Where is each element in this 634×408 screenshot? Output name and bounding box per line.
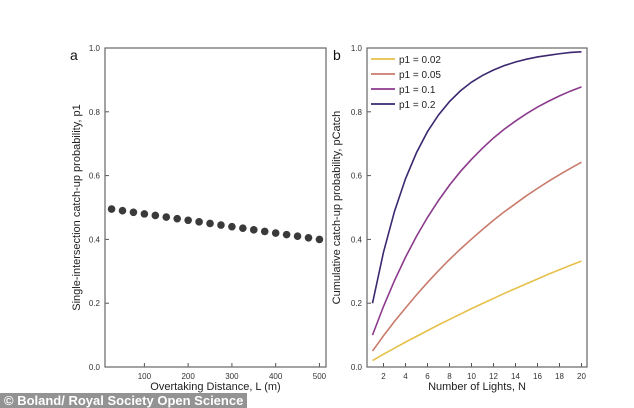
- panel-label-a: a: [70, 47, 78, 63]
- plot-frame: [104, 47, 327, 368]
- y-tick-label: 1.0: [351, 44, 363, 53]
- data-point: [129, 208, 138, 217]
- x-tick-label: 20: [577, 372, 586, 381]
- x-tick-label: 200: [181, 372, 195, 381]
- data-point: [162, 213, 171, 221]
- y-tick-label: 0.8: [351, 108, 363, 117]
- series-line-1: [371, 161, 582, 352]
- y-tick-label: 0.4: [89, 235, 101, 244]
- series-line-0: [372, 260, 582, 362]
- y-tick-label: 0.6: [89, 172, 101, 181]
- x-tick-label: 10: [467, 372, 476, 381]
- y-tick-label: 0.0: [89, 363, 101, 372]
- data-point: [173, 214, 182, 223]
- data-point: [195, 218, 203, 226]
- y-tick-label: 0.8: [89, 108, 101, 117]
- series-line-3: [371, 51, 582, 304]
- plot-frame: [366, 47, 588, 368]
- panel-label-b: b: [333, 47, 341, 63]
- legend-label-1: p1 = 0.05: [399, 70, 441, 81]
- x-tick-label: 4: [403, 372, 408, 381]
- data-point: [206, 219, 214, 228]
- legend-label-2: p1 = 0.1: [399, 85, 436, 96]
- x-tick-label: 400: [269, 372, 283, 381]
- data-point: [151, 211, 160, 220]
- x-axis-label: Number of Lights, N: [428, 381, 526, 393]
- legend-label-0: p1 = 0.02: [399, 55, 441, 66]
- x-axis-label: Overtaking Distance, L (m): [150, 381, 280, 393]
- data-point: [184, 216, 192, 225]
- data-point: [217, 221, 225, 229]
- y-axis-label: Single-intersection catch-up probability…: [71, 104, 83, 310]
- x-tick-label: 300: [225, 372, 239, 381]
- y-tick-label: 0.2: [351, 299, 363, 308]
- x-tick-label: 12: [489, 372, 498, 381]
- x-tick-label: 6: [425, 372, 430, 381]
- data-point: [107, 205, 116, 213]
- x-tick-label: 8: [447, 372, 452, 381]
- y-tick-label: 1.0: [89, 44, 101, 53]
- y-tick-label: 0.2: [89, 299, 101, 308]
- data-point: [271, 229, 280, 237]
- legend-label-3: p1 = 0.2: [399, 100, 436, 111]
- y-axis-label: Cumulative catch-up probability, pCatch: [331, 111, 343, 305]
- y-tick-label: 0.0: [351, 363, 363, 372]
- x-tick-label: 18: [555, 372, 564, 381]
- y-tick-label: 0.6: [351, 172, 363, 181]
- watermark: © Boland/ Royal Society Open Science: [0, 393, 248, 408]
- data-point: [304, 234, 313, 242]
- data-point: [239, 224, 247, 233]
- x-tick-label: 16: [533, 372, 542, 381]
- x-tick-label: 500: [313, 372, 327, 381]
- data-point: [315, 235, 324, 244]
- data-point: [260, 227, 269, 236]
- x-tick-label: 2: [381, 372, 386, 381]
- data-point: [228, 222, 236, 231]
- x-tick-label: 14: [511, 372, 520, 381]
- data-point: [118, 206, 127, 215]
- x-tick-label: 100: [138, 372, 152, 381]
- data-point: [249, 226, 258, 234]
- y-tick-label: 0.4: [351, 235, 363, 244]
- data-point: [140, 210, 149, 218]
- data-point: [293, 232, 302, 241]
- data-point: [282, 230, 291, 239]
- series-line-2: [371, 86, 582, 336]
